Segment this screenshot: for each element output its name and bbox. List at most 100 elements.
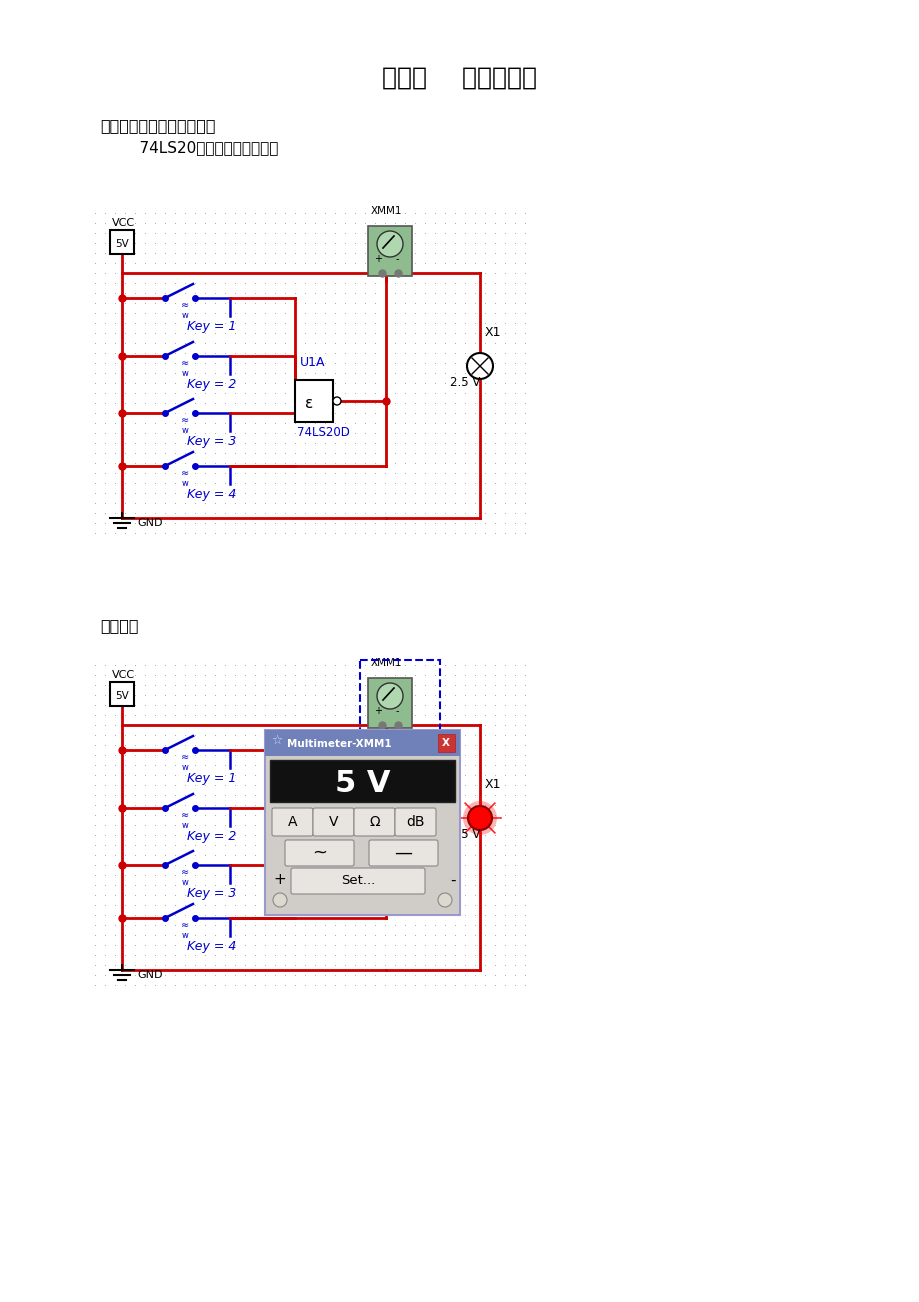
Point bbox=[128, 824, 142, 845]
Point bbox=[278, 845, 292, 866]
Point bbox=[227, 755, 242, 776]
Point bbox=[247, 785, 262, 806]
Point bbox=[247, 263, 262, 284]
Point bbox=[218, 283, 233, 303]
Point bbox=[218, 845, 233, 866]
Point bbox=[118, 453, 132, 474]
Point bbox=[267, 664, 282, 685]
Point bbox=[138, 242, 153, 263]
Point bbox=[118, 413, 132, 434]
Point bbox=[198, 212, 212, 233]
Point bbox=[237, 242, 252, 263]
Point bbox=[167, 302, 182, 323]
Point bbox=[278, 835, 292, 855]
Point bbox=[108, 944, 122, 965]
Point bbox=[377, 483, 391, 504]
Point bbox=[218, 423, 233, 444]
Point bbox=[278, 674, 292, 695]
Point bbox=[307, 835, 322, 855]
Point bbox=[427, 413, 442, 434]
Point bbox=[198, 302, 212, 323]
Point bbox=[517, 293, 532, 314]
Point bbox=[448, 715, 462, 736]
Point bbox=[97, 745, 112, 766]
Point bbox=[288, 725, 302, 746]
Point bbox=[347, 432, 362, 453]
Point bbox=[257, 353, 272, 374]
Point bbox=[157, 212, 172, 233]
Point bbox=[407, 283, 422, 303]
Circle shape bbox=[377, 230, 403, 256]
Point bbox=[247, 393, 262, 414]
Point bbox=[138, 503, 153, 523]
Point bbox=[507, 794, 522, 815]
Point bbox=[427, 944, 442, 965]
Point bbox=[357, 854, 372, 875]
Point bbox=[357, 674, 372, 695]
Point bbox=[198, 674, 212, 695]
Point bbox=[128, 253, 142, 273]
Point bbox=[327, 655, 342, 676]
Point bbox=[427, 905, 442, 926]
Point bbox=[357, 975, 372, 996]
Point bbox=[368, 924, 382, 945]
Point bbox=[237, 914, 252, 935]
Point bbox=[327, 233, 342, 254]
Point bbox=[317, 884, 332, 905]
Point bbox=[517, 884, 532, 905]
Point bbox=[208, 462, 222, 483]
Point bbox=[517, 905, 532, 926]
Text: -: - bbox=[449, 872, 455, 888]
Point bbox=[247, 664, 262, 685]
Point bbox=[167, 223, 182, 243]
Point bbox=[357, 914, 372, 935]
Point bbox=[118, 323, 132, 344]
Point bbox=[357, 894, 372, 915]
Point bbox=[87, 383, 102, 404]
Point bbox=[357, 453, 372, 474]
Point bbox=[97, 413, 112, 434]
Point bbox=[147, 423, 162, 444]
Point bbox=[507, 263, 522, 284]
Point bbox=[267, 492, 282, 513]
Point bbox=[397, 233, 412, 254]
Point bbox=[198, 865, 212, 885]
Point bbox=[437, 253, 452, 273]
Point bbox=[187, 453, 202, 474]
Point bbox=[278, 503, 292, 523]
Point bbox=[507, 513, 522, 534]
Point bbox=[157, 203, 172, 224]
Point bbox=[347, 914, 362, 935]
Point bbox=[138, 775, 153, 796]
Point bbox=[507, 323, 522, 344]
Point bbox=[368, 302, 382, 323]
Point bbox=[177, 685, 192, 706]
Point bbox=[317, 655, 332, 676]
Point bbox=[87, 764, 102, 785]
Point bbox=[397, 302, 412, 323]
Point bbox=[208, 473, 222, 493]
Point bbox=[517, 704, 532, 725]
Point bbox=[198, 884, 212, 905]
Point bbox=[208, 522, 222, 543]
Point bbox=[337, 272, 352, 293]
Point bbox=[487, 483, 502, 504]
Point bbox=[87, 353, 102, 374]
Point bbox=[108, 402, 122, 423]
Point bbox=[307, 362, 322, 383]
Point bbox=[477, 443, 492, 464]
Point bbox=[257, 944, 272, 965]
Point bbox=[257, 242, 272, 263]
Point bbox=[247, 954, 262, 975]
Point bbox=[457, 685, 471, 706]
Point bbox=[437, 725, 452, 746]
Point bbox=[87, 402, 102, 423]
Point bbox=[97, 362, 112, 383]
Point bbox=[108, 283, 122, 303]
Point bbox=[247, 674, 262, 695]
Point bbox=[377, 694, 391, 715]
Point bbox=[497, 854, 512, 875]
Point bbox=[108, 432, 122, 453]
Point bbox=[218, 312, 233, 333]
Point bbox=[187, 492, 202, 513]
